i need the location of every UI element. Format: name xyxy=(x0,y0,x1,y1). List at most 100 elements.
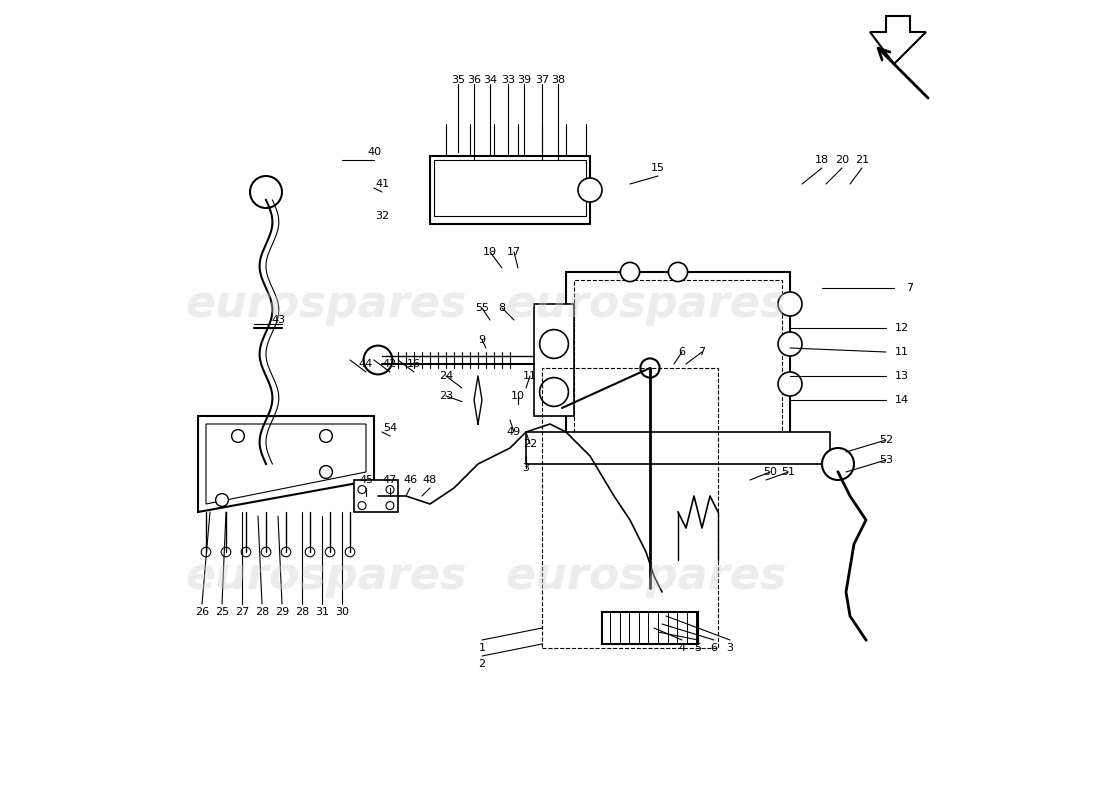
Bar xyxy=(574,280,782,440)
Circle shape xyxy=(305,547,315,557)
Text: 11: 11 xyxy=(522,371,537,381)
Circle shape xyxy=(358,486,366,494)
Text: 7: 7 xyxy=(906,283,914,293)
Text: 50: 50 xyxy=(763,467,777,477)
Text: 6: 6 xyxy=(711,643,717,653)
Text: 43: 43 xyxy=(271,315,285,325)
Text: 14: 14 xyxy=(895,395,909,405)
Text: 54: 54 xyxy=(383,423,397,433)
Text: eurospares: eurospares xyxy=(185,282,466,326)
Circle shape xyxy=(320,466,332,478)
Text: 15: 15 xyxy=(651,163,666,173)
Text: 45: 45 xyxy=(359,475,373,485)
Text: 30: 30 xyxy=(336,607,349,617)
Text: 31: 31 xyxy=(315,607,329,617)
Text: 23: 23 xyxy=(439,391,453,401)
Text: eurospares: eurospares xyxy=(185,554,466,598)
Circle shape xyxy=(364,346,393,374)
Circle shape xyxy=(386,502,394,510)
Circle shape xyxy=(620,262,639,282)
Text: 36: 36 xyxy=(468,75,481,85)
Circle shape xyxy=(822,448,854,480)
Text: 2: 2 xyxy=(478,659,485,669)
Text: 32: 32 xyxy=(375,211,389,221)
Text: 39: 39 xyxy=(517,75,531,85)
Text: 11: 11 xyxy=(895,347,909,357)
Polygon shape xyxy=(870,16,926,64)
Text: 40: 40 xyxy=(367,147,381,157)
Text: 37: 37 xyxy=(535,75,549,85)
Circle shape xyxy=(254,460,278,484)
Text: 46: 46 xyxy=(403,475,417,485)
Circle shape xyxy=(640,358,660,378)
Text: 27: 27 xyxy=(235,607,249,617)
Circle shape xyxy=(778,372,802,396)
Circle shape xyxy=(578,178,602,202)
Text: 9: 9 xyxy=(478,335,485,345)
Text: 22: 22 xyxy=(522,439,537,449)
Text: eurospares: eurospares xyxy=(505,554,786,598)
Circle shape xyxy=(345,547,355,557)
Text: 3: 3 xyxy=(522,463,529,473)
Text: 34: 34 xyxy=(483,75,497,85)
Text: 55: 55 xyxy=(475,303,490,313)
Text: 28: 28 xyxy=(295,607,309,617)
Text: 3: 3 xyxy=(726,643,734,653)
Text: 28: 28 xyxy=(255,607,270,617)
Text: 19: 19 xyxy=(483,247,497,257)
Circle shape xyxy=(250,176,282,208)
Text: 12: 12 xyxy=(895,323,909,333)
Text: 21: 21 xyxy=(855,155,869,165)
Circle shape xyxy=(669,262,688,282)
Text: 42: 42 xyxy=(383,359,397,369)
Text: 44: 44 xyxy=(359,359,373,369)
Bar xyxy=(354,480,398,512)
Circle shape xyxy=(540,378,569,406)
Text: 7: 7 xyxy=(698,347,705,357)
Text: 20: 20 xyxy=(835,155,849,165)
Circle shape xyxy=(241,547,251,557)
Polygon shape xyxy=(198,416,374,512)
Text: 6: 6 xyxy=(679,347,685,357)
Circle shape xyxy=(778,332,802,356)
Circle shape xyxy=(201,547,211,557)
Text: 5: 5 xyxy=(694,643,702,653)
Circle shape xyxy=(540,330,569,358)
Text: 4: 4 xyxy=(679,643,685,653)
Circle shape xyxy=(386,486,394,494)
Text: 18: 18 xyxy=(815,155,829,165)
Text: eurospares: eurospares xyxy=(505,282,786,326)
Text: 51: 51 xyxy=(781,467,795,477)
Text: 48: 48 xyxy=(422,475,437,485)
Text: 24: 24 xyxy=(439,371,453,381)
Text: 13: 13 xyxy=(895,371,909,381)
Text: 8: 8 xyxy=(498,303,506,313)
Circle shape xyxy=(232,430,244,442)
Circle shape xyxy=(282,547,290,557)
Text: 38: 38 xyxy=(551,75,565,85)
Text: 1: 1 xyxy=(478,643,485,653)
Text: 47: 47 xyxy=(383,475,397,485)
Circle shape xyxy=(320,430,332,442)
Polygon shape xyxy=(206,424,366,504)
Bar xyxy=(566,272,790,448)
Circle shape xyxy=(216,494,229,506)
Text: 26: 26 xyxy=(195,607,209,617)
Text: 10: 10 xyxy=(512,391,525,401)
Circle shape xyxy=(778,292,802,316)
Circle shape xyxy=(261,547,271,557)
Circle shape xyxy=(358,502,366,510)
Text: 41: 41 xyxy=(375,179,389,189)
Text: 52: 52 xyxy=(879,435,893,445)
Text: 29: 29 xyxy=(275,607,289,617)
Bar xyxy=(430,156,590,224)
Text: 35: 35 xyxy=(451,75,465,85)
Bar xyxy=(602,612,698,644)
Text: 53: 53 xyxy=(879,455,893,465)
Circle shape xyxy=(326,547,334,557)
Bar xyxy=(526,432,830,464)
Bar xyxy=(534,304,574,416)
Circle shape xyxy=(221,547,231,557)
Text: 49: 49 xyxy=(507,427,521,437)
Text: 16: 16 xyxy=(407,359,421,369)
